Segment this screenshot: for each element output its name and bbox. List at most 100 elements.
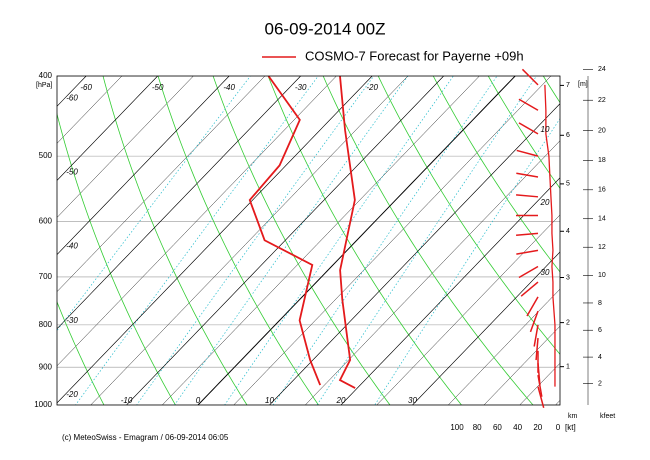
isotherm-label: -60 — [80, 83, 92, 92]
kfeet-tick-label: 22 — [598, 97, 606, 104]
kfeet-tick-label: 10 — [598, 272, 606, 279]
kfeet-tick-label: 4 — [598, 354, 602, 361]
isotherm-label: 0 — [196, 396, 201, 405]
grid — [0, 58, 650, 423]
isotherm — [412, 251, 560, 405]
wind-tick-label: 100 — [450, 423, 464, 432]
kfeet-tick-label: 2 — [598, 380, 602, 387]
isotherm — [304, 140, 560, 405]
kfeet-tick-label: 20 — [598, 127, 606, 134]
wind-barb — [516, 249, 539, 255]
isotherm-label: -30 — [295, 83, 307, 92]
isotherm-tick — [412, 251, 560, 405]
annotation: 10 — [541, 125, 550, 134]
km-tick-label: 3 — [566, 274, 570, 281]
dry-adiabat — [322, 76, 534, 405]
km-tick-label: 4 — [566, 228, 570, 235]
dry-adiabat — [586, 58, 650, 423]
dry-adiabat — [267, 76, 462, 405]
wind-barb — [518, 98, 539, 111]
dry-adiabat — [641, 58, 650, 423]
isotherm-tick — [197, 76, 516, 405]
isotherm — [161, 76, 480, 405]
isotherm — [57, 76, 123, 144]
wind-barb — [516, 149, 539, 157]
isotherm — [0, 58, 32, 423]
kfeet-tick-label: 12 — [598, 244, 606, 251]
isotherm — [519, 362, 560, 405]
height-axis-label: [m] — [578, 81, 588, 88]
y-tick-label: 600 — [39, 217, 53, 226]
isotherm-tick — [340, 177, 560, 405]
dry-adiabat — [157, 76, 319, 405]
y-tick-label: 1000 — [34, 400, 52, 409]
kfeet-label: kfeet — [600, 413, 615, 420]
isotherm-label: -10 — [121, 396, 133, 405]
dry-adiabat — [432, 76, 560, 273]
isotherm-tick — [57, 76, 230, 256]
isotherm — [447, 288, 560, 405]
isotherm-label: 10 — [265, 396, 274, 405]
wind-barb — [516, 172, 539, 178]
mixing-ratio — [174, 76, 409, 405]
isotherm — [57, 76, 230, 255]
dry-adiabat — [57, 112, 176, 405]
km-tick-label: 6 — [566, 132, 570, 139]
isotherm-label: 20 — [336, 396, 346, 405]
wind-barb — [516, 232, 539, 237]
dry-adiabat — [212, 76, 391, 405]
wind-barb — [516, 194, 539, 198]
isotherm — [57, 76, 159, 181]
wind-barb — [518, 265, 539, 279]
wind-axis-label: [kt] — [565, 423, 576, 432]
y-tick-label: 900 — [39, 362, 53, 371]
isotherm-label: -20 — [366, 83, 378, 92]
isotherm-tick — [57, 76, 87, 107]
wind-tick-label: 80 — [473, 423, 482, 432]
km-tick-label: 5 — [566, 181, 570, 188]
dry-adiabat — [377, 76, 560, 355]
wind-barb — [529, 310, 539, 333]
isotherm-label: -50 — [152, 83, 164, 92]
isotherm-label: -40 — [223, 83, 235, 92]
wind-barb — [521, 68, 539, 86]
isotherm-tick — [57, 76, 373, 404]
annotation: 20 — [540, 198, 550, 207]
mixing-ratio — [272, 76, 498, 405]
isotherm-label: -30 — [66, 316, 78, 325]
km-tick-label: 1 — [566, 364, 570, 371]
kfeet-tick-label: 8 — [598, 300, 602, 307]
isotherm-label: -50 — [66, 168, 78, 177]
profile-dewpoint — [248, 76, 322, 386]
annotation: 30 — [541, 268, 550, 277]
dry-adiabat — [542, 76, 560, 104]
wind-barb — [526, 296, 539, 317]
kfeet-tick-label: 18 — [598, 157, 606, 164]
y-tick-label: 700 — [39, 272, 53, 281]
isotherm — [57, 76, 337, 367]
isotherm — [90, 76, 409, 405]
isotherm-label: -60 — [66, 93, 78, 102]
km-label: km — [568, 413, 578, 420]
isotherm — [57, 76, 194, 218]
mixing-ratio — [316, 76, 537, 405]
isotherm — [0, 58, 68, 423]
isotherm — [233, 76, 552, 405]
mixing-ratio — [136, 76, 375, 405]
wind-barb — [520, 281, 539, 297]
dry-adiabat — [57, 300, 105, 405]
y-tick-label: 800 — [39, 320, 53, 329]
wind-tick-label: 40 — [513, 423, 522, 432]
isotherm-tick — [269, 103, 560, 405]
isotherm — [57, 76, 266, 293]
dry-adiabat — [487, 76, 560, 189]
mixing-ratio — [57, 76, 251, 332]
isotherm-tick — [126, 76, 444, 405]
y-tick-label: 500 — [39, 151, 53, 160]
legend-label: COSMO-7 Forecast for Payerne +09h — [305, 48, 524, 63]
wind-barb — [537, 386, 545, 409]
km-tick-label: 2 — [566, 319, 570, 326]
kfeet-tick-label: 14 — [598, 216, 606, 223]
wind-speed — [544, 84, 556, 387]
mixing-ratio — [75, 76, 319, 405]
